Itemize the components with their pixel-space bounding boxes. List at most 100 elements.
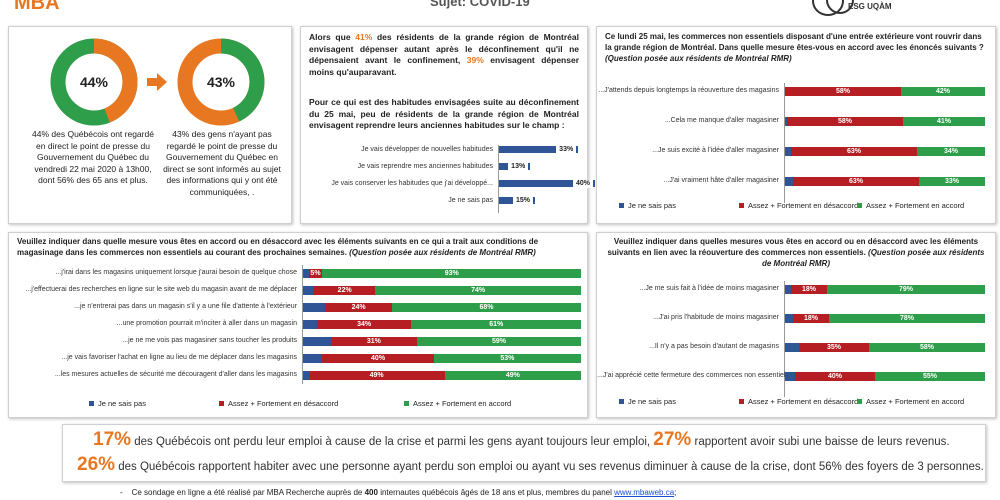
attitudes-bar-value: 55% (922, 372, 937, 380)
reopening-legend-item: Assez + Fortement en accord (857, 201, 964, 210)
habits-bar-value: 33% (556, 146, 577, 154)
conditions-legend-item: Assez + Fortement en accord (404, 399, 511, 408)
reopening-bar-label: ...J'ai vraiment hâte d'aller magasiner (663, 177, 779, 184)
conditions-bar-agree (375, 286, 581, 295)
attitudes-bar-unknown (785, 372, 795, 381)
attitudes-bar-unknown (785, 314, 793, 323)
conditions-bar-label: ...je ne me vois pas magasiner sans touc… (122, 337, 297, 344)
reopening-bar-value: 58% (835, 87, 850, 95)
reopening-legend-item: Assez + Fortement en désaccord (739, 201, 858, 210)
conditions-bar-label: ...j'irai dans les magasins uniquement l… (55, 269, 297, 276)
attitudes-bar-unknown (785, 343, 799, 352)
conditions-bar-unknown (303, 320, 317, 329)
reopening-chart: ...J'attends depuis longtemps la réouver… (597, 71, 995, 221)
conditions-bar-agree (411, 320, 581, 329)
conditions-bar-disagree (322, 354, 434, 363)
reopening-bar-value: 41% (936, 117, 951, 125)
attitudes-bar-disagree (791, 285, 827, 294)
habits-panel: Alors que 41% des résidents de la grande… (300, 26, 595, 224)
attitudes-bar-disagree (799, 343, 869, 352)
attitudes-bar-value: 35% (826, 343, 841, 351)
attitudes-legend-label: Assez + Fortement en désaccord (748, 397, 859, 406)
habits-bar-value: 40% (573, 180, 593, 188)
habits-bar-label: Je vais reprendre mes anciennes habitude… (357, 163, 493, 170)
conditions-bar-agree (444, 371, 581, 380)
shopping-conditions-panel: Veuillez indiquer dans quelle mesure vou… (8, 232, 588, 418)
attitudes-bar-value: 18% (803, 314, 818, 322)
reopening-bar-unknown (785, 117, 787, 126)
reopening-bar-value: 63% (846, 147, 861, 155)
donut-left-value (50, 38, 138, 126)
reopening-axis (784, 83, 785, 203)
conditions-bar-disagree (308, 269, 323, 278)
conditions-axis (302, 265, 303, 384)
attitudes-bar-disagree (793, 314, 829, 323)
reopening-legend-label: Je ne sais pas (628, 201, 676, 210)
conditions-bar-disagree (325, 303, 392, 312)
conditions-bar-label: ...une promotion pourrait m'inciter à al… (116, 320, 297, 327)
conditions-bar-label: ...je n'entrerai pas dans un magasin s'i… (74, 303, 297, 310)
reopening-bar-value: 63% (848, 177, 863, 185)
conditions-bar-disagree (314, 286, 376, 295)
attitudes-bar-label: ...J'ai pris l'habitude de moins magasin… (652, 314, 779, 321)
conditions-bar-value: 68% (479, 303, 494, 311)
attitudes-legend-label: Je ne sais pas (628, 397, 676, 406)
reopening-question: Ce lundi 25 mai, les commerces non essen… (605, 32, 984, 63)
attitudes-axis (784, 281, 785, 397)
conditions-bar-unknown (303, 337, 331, 346)
conditions-bar-unknown (303, 269, 309, 278)
donut-right-value (177, 38, 265, 126)
reopening-legend-item: Je ne sais pas (619, 201, 676, 210)
attitudes-legend-item: Assez + Fortement en accord (857, 397, 964, 406)
conditions-bar-value: 24% (351, 303, 366, 311)
conditions-legend-swatch (404, 401, 409, 406)
conditions-bar-agree (416, 337, 581, 346)
habits-bar (499, 180, 595, 187)
attitudes-legend-label: Assez + Fortement en accord (866, 397, 965, 406)
mbaweb-link[interactable]: www.mbaweb.ca (614, 488, 675, 497)
attitudes-bar-label: ...J'ai apprécié cette fermeture des com… (597, 372, 789, 379)
conditions-legend-item: Je ne sais pas (89, 399, 146, 408)
conditions-legend-swatch (219, 401, 224, 406)
attitudes-legend-item: Je ne sais pas (619, 397, 676, 406)
attitudes-bar-value: 18% (801, 285, 816, 293)
conditions-bar-value: 49% (369, 371, 384, 379)
page-header: MBA Sujet: COVID-19 ESG UQÀM (0, 0, 1000, 24)
shopping-conditions-question: Veuillez indiquer dans quelle mesure vou… (17, 237, 539, 257)
conditions-bar-value: 59% (491, 337, 506, 345)
conditions-bar-agree (433, 354, 581, 363)
conditions-bar-value: 53% (500, 354, 515, 362)
attitudes-bar-value: 58% (919, 343, 934, 351)
attitudes-bar-disagree (795, 372, 875, 381)
attitudes-legend-swatch (619, 399, 624, 404)
habits-bar (499, 146, 579, 153)
reopening-legend-swatch (619, 203, 624, 208)
reopening-legend-swatch (739, 203, 744, 208)
habits-chart: Je vais développer de nouvelles habitude… (301, 145, 595, 221)
donut-panel: 44% 43% 44% des Québécois ont regardé en… (8, 26, 292, 224)
donut-right-label: 43% (207, 74, 236, 90)
esg-logo: ESG UQÀM (848, 2, 892, 11)
conditions-bar-value: 34% (357, 320, 372, 328)
conditions-bar-value: 49% (505, 371, 520, 379)
conditions-bar-label: ...je vais favoriser l'achat en ligne au… (61, 354, 297, 361)
attitudes-bar-agree (869, 343, 985, 352)
conditions-bar-disagree (308, 371, 445, 380)
conditions-legend-swatch (89, 401, 94, 406)
conditions-bar-value: 93% (444, 269, 459, 277)
attitudes-bar-agree (875, 372, 985, 381)
conditions-bar-agree (391, 303, 581, 312)
attitudes-legend-swatch (739, 399, 744, 404)
conditions-bar-unknown (303, 354, 323, 363)
reopening-legend-label: Assez + Fortement en désaccord (748, 201, 859, 210)
conditions-bar-unknown (303, 371, 309, 380)
habits-bar-label: Je ne sais pas (448, 197, 493, 204)
reopening-bar-agree (917, 147, 985, 156)
reopening-bar-value: 58% (837, 117, 852, 125)
spending-paragraph: Alors que 41% des résidents de la grande… (309, 32, 580, 77)
reopening-bar-agree (903, 117, 985, 126)
donut-right-caption: 43% des gens n'ayant pas regardé le poin… (163, 129, 281, 197)
attitudes-bar-value: 40% (827, 372, 842, 380)
reopening-attitudes-chart: ...Je me suis fait à l'idée de moins mag… (597, 273, 995, 415)
conditions-bar-value: 40% (371, 354, 386, 362)
